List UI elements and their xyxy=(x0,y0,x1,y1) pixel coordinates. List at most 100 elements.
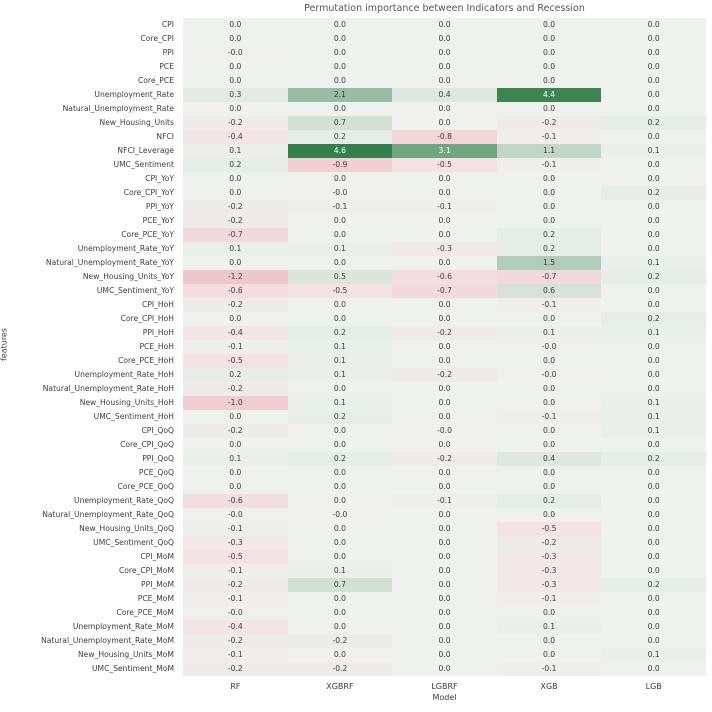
heatmap-cell: 0.0 xyxy=(183,60,288,74)
heatmap-cell: 0.0 xyxy=(601,88,706,102)
row-label: Core_CPI_HoH xyxy=(120,314,174,323)
row-label: Core_CPI_MoM xyxy=(118,566,174,575)
heatmap-cell: -0.3 xyxy=(496,578,602,592)
heatmap-cell: -0.1 xyxy=(496,130,602,144)
heatmap-cell: -0.1 xyxy=(392,200,497,214)
heatmap-cell: 0.1 xyxy=(183,144,288,158)
row-label: Core_PCE_HoH xyxy=(118,356,174,365)
heatmap-cell: 0.1 xyxy=(287,396,393,410)
row-label: PCE_MoM xyxy=(137,594,174,603)
heatmap-cell: 0.0 xyxy=(601,228,706,242)
heatmap-cell: 0.0 xyxy=(392,354,497,368)
heatmap-cell: 0.0 xyxy=(392,60,497,74)
heatmap-cell: 0.1 xyxy=(601,410,706,424)
heatmap-cell: 0.0 xyxy=(601,480,706,494)
heatmap-cell: 0.0 xyxy=(392,466,497,480)
row-label: Natural_Unemployment_Rate_YoY xyxy=(45,258,174,267)
heatmap-cell: 0.0 xyxy=(392,536,497,550)
heatmap-cell: 0.0 xyxy=(287,606,393,620)
heatmap-cell: 0.0 xyxy=(287,494,393,508)
heatmap-cell: 0.0 xyxy=(287,18,393,32)
heatmap-cell: 0.3 xyxy=(183,88,288,102)
heatmap-cell: -0.2 xyxy=(183,578,288,592)
row-label: New_Housing_Units_QoQ xyxy=(79,524,174,533)
column-header: LGB xyxy=(645,682,662,691)
heatmap-cell: 0.2 xyxy=(183,158,288,172)
heatmap-cell: -0.2 xyxy=(183,298,288,312)
heatmap-cell: 0.2 xyxy=(287,410,393,424)
heatmap-cell: -0.4 xyxy=(183,326,288,340)
heatmap-cell: 0.1 xyxy=(183,452,288,466)
heatmap-cell: 0.0 xyxy=(601,662,706,676)
row-label: CPI_MoM xyxy=(140,552,174,561)
row-label: PCE_QoQ xyxy=(138,468,174,477)
heatmap-cell: 0.1 xyxy=(287,368,393,382)
heatmap-cell: 0.2 xyxy=(601,312,706,326)
heatmap-cell: 0.0 xyxy=(392,606,497,620)
heatmap-cell: -0.2 xyxy=(287,634,393,648)
heatmap-cell: 0.0 xyxy=(392,340,497,354)
heatmap-cell: -0.7 xyxy=(496,270,602,284)
row-label: Unemployment_Rate xyxy=(94,90,174,99)
heatmap-cell: 0.1 xyxy=(601,424,706,438)
heatmap-cell: -0.2 xyxy=(496,536,602,550)
heatmap-cell: -0.0 xyxy=(392,424,497,438)
heatmap-cell: -0.3 xyxy=(496,564,602,578)
heatmap-cell: 0.1 xyxy=(496,326,602,340)
heatmap-cell: 0.0 xyxy=(601,592,706,606)
heatmap-cell: 0.0 xyxy=(287,648,393,662)
heatmap-cell: 0.0 xyxy=(496,396,602,410)
heatmap-cell: 0.0 xyxy=(496,480,602,494)
heatmap-cell: -0.4 xyxy=(183,130,288,144)
heatmap-cell: 0.0 xyxy=(392,312,497,326)
heatmap-cell: 0.0 xyxy=(496,200,602,214)
row-label: CPI_QoQ xyxy=(141,426,174,435)
x-axis-label: Model xyxy=(432,693,457,702)
heatmap-cell: 0.0 xyxy=(392,18,497,32)
row-label: CPI_YoY xyxy=(145,174,174,183)
heatmap-cell: 0.0 xyxy=(287,550,393,564)
heatmap-cell: -0.2 xyxy=(183,214,288,228)
heatmap-cell: 0.0 xyxy=(392,256,497,270)
heatmap-cell: 0.4 xyxy=(496,452,602,466)
heatmap-cell: 0.2 xyxy=(601,270,706,284)
row-labels: CPI Core_CPI PPI PCE Core_PCE Unemployment_Ra… xyxy=(0,18,179,676)
row-label: PCE_YoY xyxy=(142,216,174,225)
heatmap-cell: 0.2 xyxy=(601,116,706,130)
heatmap-cell: 0.0 xyxy=(287,312,393,326)
heatmap-cell: 0.0 xyxy=(392,102,497,116)
heatmap-cell: 0.0 xyxy=(287,172,393,186)
row-label: CPI_HoH xyxy=(142,300,174,309)
heatmap-cell: 0.1 xyxy=(287,242,393,256)
heatmap-cell: 0.0 xyxy=(287,480,393,494)
heatmap-cell: 0.0 xyxy=(287,46,393,60)
row-label: PCE_HoH xyxy=(139,342,174,351)
heatmap-cell: 0.0 xyxy=(496,424,602,438)
heatmap-cell: 0.0 xyxy=(287,592,393,606)
heatmap-cell: 0.0 xyxy=(601,46,706,60)
heatmap-cell: 0.0 xyxy=(183,256,288,270)
chart-title: Permutation importance between Indicator… xyxy=(304,3,585,14)
heatmap-cell: 0.0 xyxy=(496,648,602,662)
heatmap-cell: -0.1 xyxy=(183,648,288,662)
heatmap-cell: -0.8 xyxy=(392,130,497,144)
heatmap-cell: 0.0 xyxy=(392,186,497,200)
heatmap-cell: 0.0 xyxy=(601,298,706,312)
heatmap-cell: -0.4 xyxy=(183,620,288,634)
heatmap-cell: 0.0 xyxy=(496,354,602,368)
heatmap-cell: 0.0 xyxy=(496,606,602,620)
row-label: Natural_Unemployment_Rate_HoH xyxy=(42,384,174,393)
heatmap-cell: 0.0 xyxy=(601,158,706,172)
heatmap-cell: 0.0 xyxy=(287,32,393,46)
heatmap-cell: 0.0 xyxy=(392,522,497,536)
column-header: XGB xyxy=(540,682,558,691)
heatmap-cell: -0.2 xyxy=(287,662,393,676)
heatmap-cell: -0.5 xyxy=(183,550,288,564)
heatmap-cell: 0.1 xyxy=(287,354,393,368)
heatmap-cell: 0.1 xyxy=(601,396,706,410)
heatmap-cell: 0.0 xyxy=(183,102,288,116)
heatmap-cell: 0.0 xyxy=(601,354,706,368)
heatmap-cell: 0.0 xyxy=(392,648,497,662)
heatmap-cell: -0.1 xyxy=(496,158,602,172)
heatmap-cell: 0.0 xyxy=(392,480,497,494)
